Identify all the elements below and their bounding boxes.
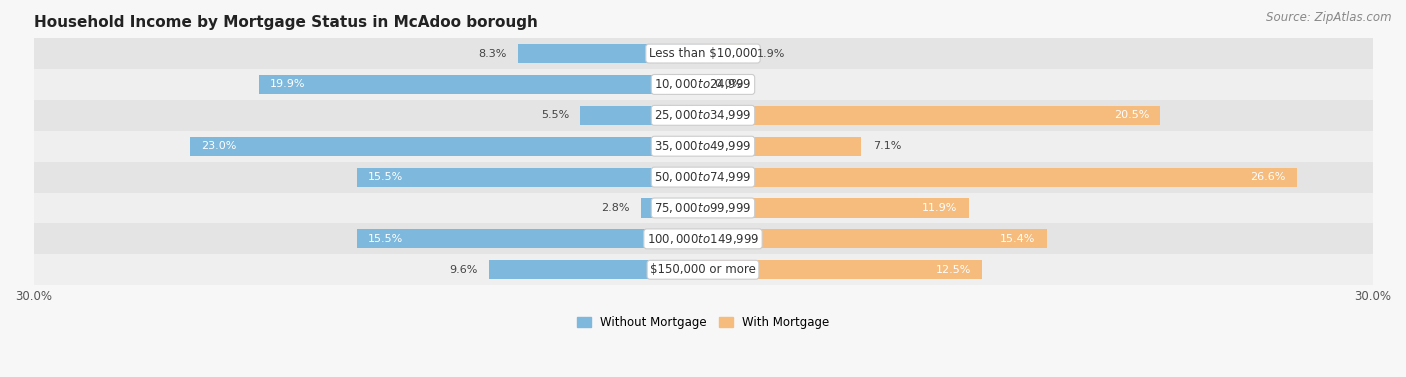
Text: 15.5%: 15.5%: [368, 234, 404, 244]
Text: $100,000 to $149,999: $100,000 to $149,999: [647, 232, 759, 246]
Text: 8.3%: 8.3%: [478, 49, 506, 58]
Text: 11.9%: 11.9%: [922, 203, 957, 213]
Bar: [357, 167, 703, 187]
Text: 7.1%: 7.1%: [873, 141, 901, 151]
Text: $150,000 or more: $150,000 or more: [650, 263, 756, 276]
Text: 20.5%: 20.5%: [1114, 110, 1149, 120]
Bar: [581, 106, 703, 125]
Bar: [34, 69, 1372, 100]
Bar: [34, 131, 1372, 162]
Text: 9.6%: 9.6%: [450, 265, 478, 275]
Text: Less than $10,000: Less than $10,000: [648, 47, 758, 60]
Bar: [703, 198, 969, 218]
Bar: [703, 44, 745, 63]
Bar: [190, 136, 703, 156]
Text: $35,000 to $49,999: $35,000 to $49,999: [654, 139, 752, 153]
Bar: [489, 260, 703, 279]
Text: 0.0%: 0.0%: [714, 80, 742, 89]
Text: 5.5%: 5.5%: [541, 110, 569, 120]
Text: 12.5%: 12.5%: [935, 265, 970, 275]
Text: 19.9%: 19.9%: [270, 80, 305, 89]
Text: $25,000 to $34,999: $25,000 to $34,999: [654, 108, 752, 122]
Bar: [641, 198, 703, 218]
Bar: [703, 260, 981, 279]
Text: 2.8%: 2.8%: [600, 203, 630, 213]
Bar: [703, 167, 1296, 187]
Bar: [34, 193, 1372, 224]
Text: $10,000 to $24,999: $10,000 to $24,999: [654, 77, 752, 92]
Bar: [34, 38, 1372, 69]
Text: Source: ZipAtlas.com: Source: ZipAtlas.com: [1267, 11, 1392, 24]
Text: 23.0%: 23.0%: [201, 141, 236, 151]
Bar: [703, 136, 862, 156]
Text: 15.4%: 15.4%: [1000, 234, 1035, 244]
Text: 15.5%: 15.5%: [368, 172, 404, 182]
Text: Household Income by Mortgage Status in McAdoo borough: Household Income by Mortgage Status in M…: [34, 15, 537, 30]
Text: $50,000 to $74,999: $50,000 to $74,999: [654, 170, 752, 184]
Bar: [259, 75, 703, 94]
Bar: [34, 162, 1372, 193]
Bar: [34, 224, 1372, 254]
Bar: [517, 44, 703, 63]
Text: $75,000 to $99,999: $75,000 to $99,999: [654, 201, 752, 215]
Bar: [703, 106, 1160, 125]
Bar: [34, 254, 1372, 285]
Text: 1.9%: 1.9%: [756, 49, 785, 58]
Legend: Without Mortgage, With Mortgage: Without Mortgage, With Mortgage: [572, 311, 834, 334]
Text: 26.6%: 26.6%: [1250, 172, 1285, 182]
Bar: [703, 229, 1046, 248]
Bar: [34, 100, 1372, 131]
Bar: [357, 229, 703, 248]
